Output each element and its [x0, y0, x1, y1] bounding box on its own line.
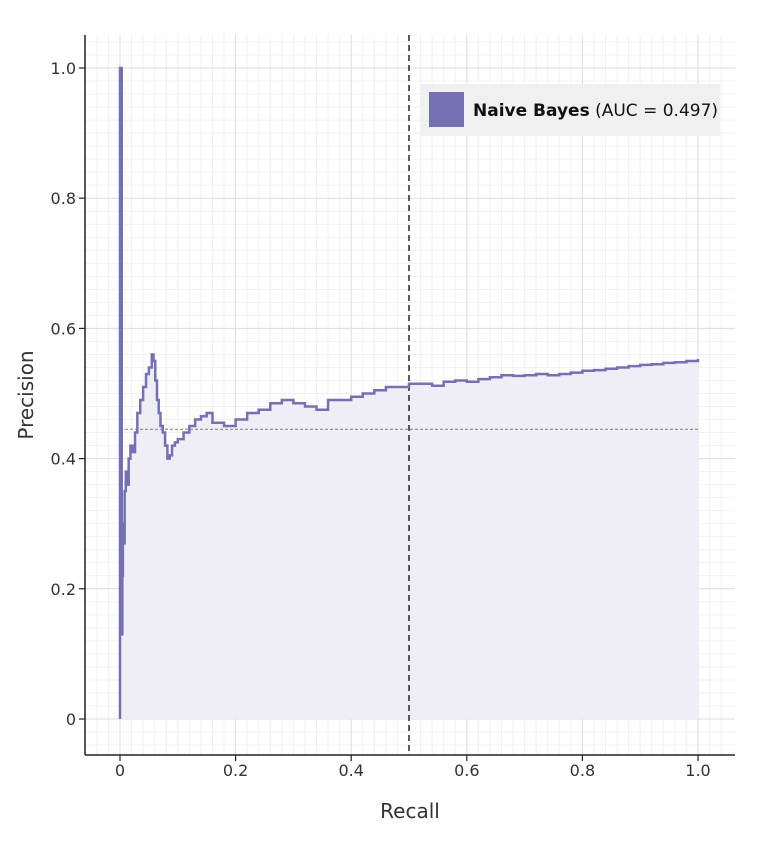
pr-curve-line [118, 66, 700, 719]
y-tick-label: 0.8 [51, 189, 76, 208]
x-tick-label: 0.8 [570, 761, 595, 780]
x-tick-label: 0.2 [223, 761, 248, 780]
x-tick-label: 0 [115, 761, 125, 780]
y-tick-label: 0.4 [51, 450, 76, 469]
legend: Naive Bayes (AUC = 0.497) [420, 84, 720, 136]
legend-series-name: Naive Bayes [473, 101, 590, 121]
y-tick-label: 0.6 [51, 319, 76, 338]
legend-box [420, 84, 720, 136]
x-tick-label: 1.0 [685, 761, 710, 780]
x-axis-title: Recall [380, 799, 440, 823]
x-tick-label: 0.6 [454, 761, 479, 780]
y-tick-label: 0.2 [51, 580, 76, 599]
legend-entry: Naive Bayes (AUC = 0.497) [473, 101, 718, 121]
plot-area [85, 35, 735, 755]
y-axis-ticks: 0 0.2 0.4 0.6 0.8 1.0 [51, 59, 85, 729]
y-axis-title: Precision [14, 350, 38, 439]
y-tick-label: 0 [66, 710, 76, 729]
x-tick-label: 0.4 [338, 761, 363, 780]
y-tick-label: 1.0 [51, 59, 76, 78]
legend-series-auc: (AUC = 0.497) [590, 101, 718, 121]
axes [84, 35, 735, 756]
x-axis-ticks: 0 0.2 0.4 0.6 0.8 1.0 [115, 755, 711, 780]
pr-curve-area [120, 68, 698, 719]
legend-swatch [429, 92, 464, 127]
